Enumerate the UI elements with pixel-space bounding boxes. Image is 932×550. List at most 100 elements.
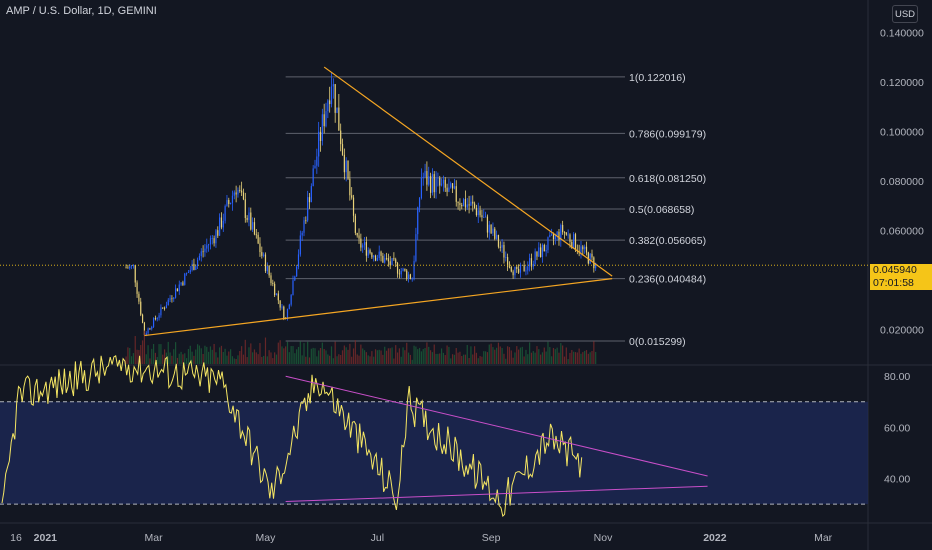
candle-body	[534, 251, 536, 264]
volume-bar	[134, 336, 136, 364]
candle-body	[470, 201, 472, 206]
volume-bar	[510, 350, 512, 364]
volume-bar	[220, 345, 223, 364]
candle-body	[488, 224, 490, 233]
candle-body	[459, 203, 461, 205]
currency-button[interactable]: USD	[892, 5, 918, 23]
volume-bar	[327, 354, 329, 364]
volume-bar	[402, 347, 404, 364]
volume-bar	[297, 346, 300, 364]
volume-bar	[303, 343, 305, 364]
volume-bar	[215, 352, 217, 364]
volume-bar	[151, 348, 153, 364]
volume-bar	[534, 352, 536, 364]
volume-bar	[378, 349, 380, 364]
candle-body	[391, 258, 393, 265]
volume-bar	[440, 348, 443, 364]
volume-bar	[396, 352, 399, 364]
candle-body	[448, 187, 450, 192]
chart-title: AMP / U.S. Dollar, 1D, GEMINI	[6, 5, 157, 17]
volume-bar	[540, 354, 542, 364]
volume-bar	[451, 354, 454, 364]
volume-bar	[145, 354, 147, 364]
volume-bar	[242, 354, 245, 364]
volume-bar	[266, 356, 268, 364]
volume-bar	[185, 358, 188, 364]
volume-bar	[296, 349, 298, 364]
volume-bar	[162, 354, 164, 364]
candle-body	[263, 254, 265, 256]
candle-body	[378, 251, 380, 259]
volume-bar	[341, 350, 344, 364]
rsi-line	[1, 354, 583, 517]
volume-bar	[404, 350, 406, 364]
volume-bar	[406, 342, 408, 364]
volume-bar	[154, 352, 157, 364]
candle-body	[310, 186, 312, 203]
candle-body	[442, 179, 445, 184]
volume-bar	[516, 346, 518, 364]
candle-body	[369, 250, 371, 253]
candle-body	[195, 265, 197, 270]
volume-bar	[307, 341, 309, 364]
volume-bar	[351, 356, 353, 364]
time-tick-label: 2021	[34, 532, 58, 544]
candle-body	[461, 204, 463, 207]
volume-bar	[376, 350, 378, 364]
candle-body	[158, 315, 160, 318]
volume-bar	[299, 341, 301, 364]
candle-body	[230, 202, 232, 204]
candle-body	[527, 266, 529, 271]
volume-bar	[560, 343, 562, 364]
candle-body	[483, 217, 485, 218]
candle-body	[573, 234, 575, 249]
volume-bar	[573, 351, 575, 364]
time-tick-label: 16	[10, 532, 22, 544]
candle-body	[382, 255, 384, 263]
fib-level-label: 0.236(0.040484)	[629, 274, 706, 286]
candle-body	[374, 255, 377, 261]
candle-body	[257, 234, 259, 244]
candle-body	[345, 160, 347, 173]
volume-bar	[255, 352, 257, 364]
volume-bar	[393, 358, 395, 364]
candle-body	[292, 280, 294, 296]
volume-bar	[490, 343, 492, 364]
candle-body	[162, 307, 164, 309]
volume-bar	[219, 347, 221, 364]
volume-bar	[435, 353, 437, 364]
fib-level-label: 1(0.122016)	[629, 72, 686, 84]
volume-bar	[193, 355, 195, 364]
candle-body	[376, 258, 378, 261]
candle-body	[297, 254, 300, 267]
candle-body	[156, 317, 158, 320]
volume-bar	[363, 350, 366, 364]
candle-body	[464, 199, 467, 208]
candle-body	[286, 308, 289, 319]
volume-bar	[274, 352, 276, 364]
candle-body	[481, 215, 483, 218]
candle-body	[242, 192, 245, 200]
volume-bar	[257, 354, 259, 364]
volume-bar	[429, 350, 432, 364]
volume-bar	[213, 343, 215, 364]
candle-body	[589, 253, 591, 264]
candle-body	[231, 195, 234, 203]
price-tick-label: 0.080000	[880, 176, 924, 188]
volume-bar	[499, 346, 501, 364]
candle-body	[466, 204, 468, 208]
volume-bar	[356, 354, 358, 364]
candle-body	[332, 84, 334, 87]
candle-body	[384, 258, 386, 263]
candle-body	[290, 295, 292, 305]
candle-body	[352, 197, 355, 216]
candle-body	[202, 251, 204, 253]
volume-bar	[174, 342, 177, 364]
candle-body	[587, 252, 589, 264]
candle-body	[363, 242, 366, 246]
volume-bar	[475, 352, 478, 364]
candle-body	[334, 84, 336, 113]
candle-body	[409, 274, 411, 279]
candle-body	[138, 293, 140, 302]
